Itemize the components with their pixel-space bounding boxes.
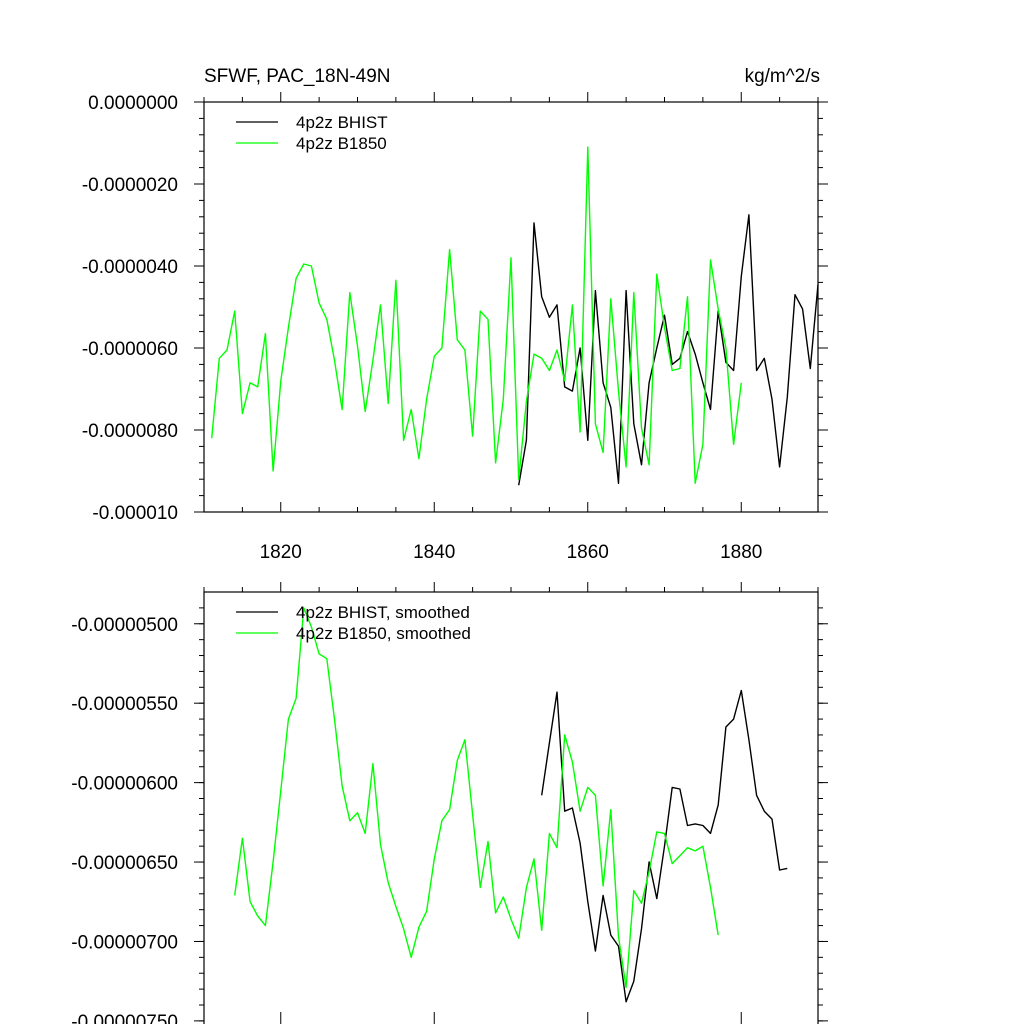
y-tick-label: -0.0000040 <box>82 257 178 278</box>
x-tick-label: 1840 <box>413 542 455 563</box>
legend-label-bhist: 4p2z BHIST <box>296 113 388 132</box>
x-tick-label: 1820 <box>260 542 302 563</box>
y-tick-label: -0.00000700 <box>71 932 178 953</box>
legend-label-b1850: 4p2z B1850 <box>296 134 387 153</box>
top-series-line-bhist <box>518 214 819 486</box>
top-ticks: 1820 1840 1860 1880 0.0000000 -0.0000020 -0.00… <box>82 92 828 563</box>
y-tick-label: -0.00000500 <box>71 615 178 636</box>
chart-title-left: SFWF, PAC_18N-49N <box>204 66 391 87</box>
y-tick-label: -0.0000080 <box>82 421 178 442</box>
x-tick-label: 1880 <box>720 542 762 563</box>
y-tick-label: -0.0000020 <box>82 175 178 196</box>
bottom-series-line-b1850 <box>234 607 719 989</box>
panel-top: SFWF, PAC_18N-49N kg/m^2/s 1820 1840 1860 1… <box>82 66 828 563</box>
bottom-ticks: -0.00000500 -0.00000550 -0.00000600 -0.0000… <box>71 582 828 1024</box>
y-tick-label: -0.00000550 <box>71 694 178 715</box>
chart-title-right: kg/m^2/s <box>745 66 820 87</box>
y-tick-label: -0.00000600 <box>71 774 178 795</box>
panel-bottom: -0.00000500 -0.00000550 -0.00000600 -0.0000… <box>71 582 828 1024</box>
top-plot-frame <box>203 101 819 513</box>
top-legend: 4p2z BHIST 4p2z B1850 <box>236 113 388 153</box>
y-tick-label: -0.000010 <box>92 503 178 524</box>
y-tick-label: -0.00000750 <box>71 1012 178 1024</box>
top-series-line-b1850 <box>211 146 742 484</box>
bottom-legend: 4p2z BHIST, smoothed 4p2z B1850, smoothe… <box>236 603 471 643</box>
legend-label-b1850-smoothed: 4p2z B1850, smoothed <box>296 624 471 643</box>
bottom-series-line-bhist <box>541 689 788 1003</box>
y-tick-label: -0.0000060 <box>82 339 178 360</box>
y-tick-label: -0.00000650 <box>71 853 178 874</box>
legend-label-bhist-smoothed: 4p2z BHIST, smoothed <box>296 603 470 622</box>
bottom-series <box>234 607 788 1003</box>
top-series <box>211 146 819 486</box>
y-tick-label: 0.0000000 <box>88 93 178 114</box>
bottom-plot-frame <box>203 591 819 1024</box>
x-tick-label: 1860 <box>567 542 609 563</box>
